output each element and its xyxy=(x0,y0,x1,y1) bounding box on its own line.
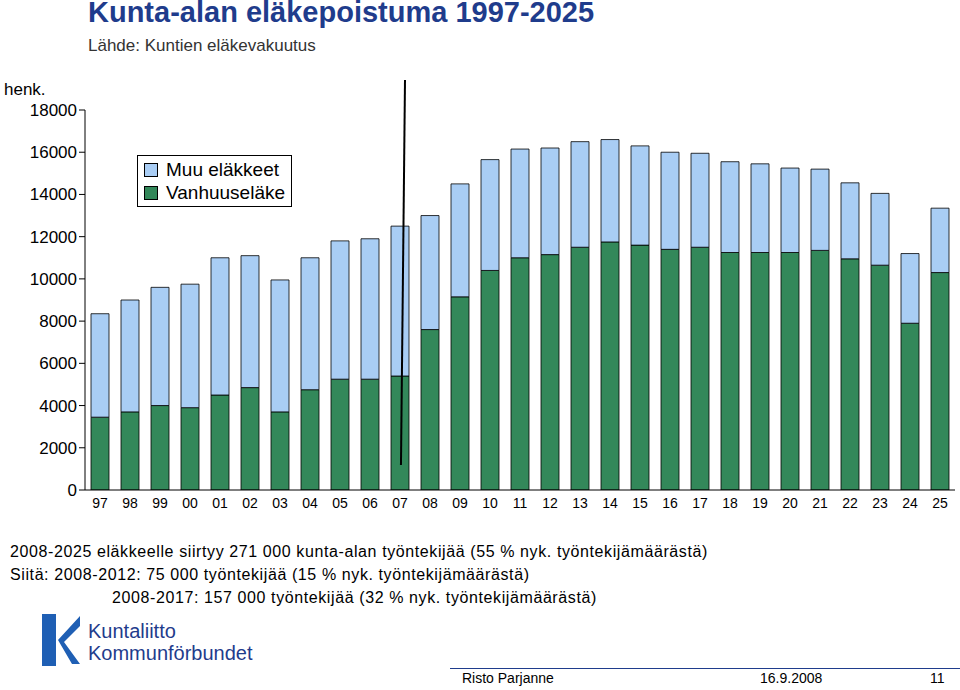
svg-text:10: 10 xyxy=(482,495,498,511)
svg-text:0: 0 xyxy=(68,481,77,500)
svg-text:11: 11 xyxy=(513,495,528,511)
html-text:Siitä: 2008-2012: 75 000 työnt: Siitä: 2008-2012: 75 000 työntekijää (15… xyxy=(10,566,530,583)
html-text:Risto Parjanne: Risto Parjanne xyxy=(462,670,554,686)
html-text:henk.: henk. xyxy=(4,80,46,99)
html-text:11: 11 xyxy=(930,670,945,686)
html-text:Kuntaliitto: Kuntaliitto xyxy=(88,620,176,642)
svg-text:00: 00 xyxy=(182,495,198,511)
svg-text:16: 16 xyxy=(662,495,678,511)
svg-text:16000: 16000 xyxy=(30,143,77,162)
html-text:Muu eläkkeet: Muu eläkkeet xyxy=(166,159,279,180)
html-text:Vanhuuseläke: Vanhuuseläke xyxy=(166,182,285,203)
svg-text:01: 01 xyxy=(212,495,228,511)
svg-text:06: 06 xyxy=(362,495,378,511)
svg-text:07: 07 xyxy=(392,495,408,511)
svg-text:02: 02 xyxy=(242,495,258,511)
svg-text:08: 08 xyxy=(422,495,438,511)
svg-text:13: 13 xyxy=(572,495,588,511)
svg-text:12: 12 xyxy=(542,495,558,511)
svg-text:12000: 12000 xyxy=(30,228,77,247)
svg-text:04: 04 xyxy=(302,495,318,511)
svg-text:4000: 4000 xyxy=(39,397,77,416)
svg-text:8000: 8000 xyxy=(39,312,77,331)
svg-text:14: 14 xyxy=(602,495,618,511)
svg-text:21: 21 xyxy=(812,495,828,511)
svg-text:03: 03 xyxy=(272,495,288,511)
svg-text:18000: 18000 xyxy=(30,101,77,120)
svg-text:22: 22 xyxy=(842,495,858,511)
svg-text:14000: 14000 xyxy=(30,185,77,204)
svg-text:05: 05 xyxy=(332,495,348,511)
svg-text:18: 18 xyxy=(722,495,738,511)
html-text:2008-2025 eläkkeelle siirtyy 2: 2008-2025 eläkkeelle siirtyy 271 000 kun… xyxy=(10,543,708,560)
svg-text:24: 24 xyxy=(902,495,918,511)
svg-text:10000: 10000 xyxy=(30,270,77,289)
svg-text:20: 20 xyxy=(782,495,798,511)
svg-text:2000: 2000 xyxy=(39,439,77,458)
svg-text:25: 25 xyxy=(932,495,948,511)
html-text:2008-2017: 157 000 työntekijää: 2008-2017: 157 000 työntekijää (32 % nyk… xyxy=(112,589,597,606)
svg-text:6000: 6000 xyxy=(39,354,77,373)
html-text:Lähde: Kuntien eläkevakuutus: Lähde: Kuntien eläkevakuutus xyxy=(88,36,316,55)
svg-text:23: 23 xyxy=(872,495,888,511)
svg-text:99: 99 xyxy=(152,495,168,511)
svg-text:17: 17 xyxy=(692,495,708,511)
svg-text:09: 09 xyxy=(452,495,468,511)
svg-text:15: 15 xyxy=(632,495,648,511)
svg-text:19: 19 xyxy=(752,495,768,511)
svg-text:97: 97 xyxy=(92,495,108,511)
html-text:16.9.2008: 16.9.2008 xyxy=(760,670,823,686)
svg-text:98: 98 xyxy=(122,495,138,511)
html-text:Kommunförbundet: Kommunförbundet xyxy=(88,642,253,664)
